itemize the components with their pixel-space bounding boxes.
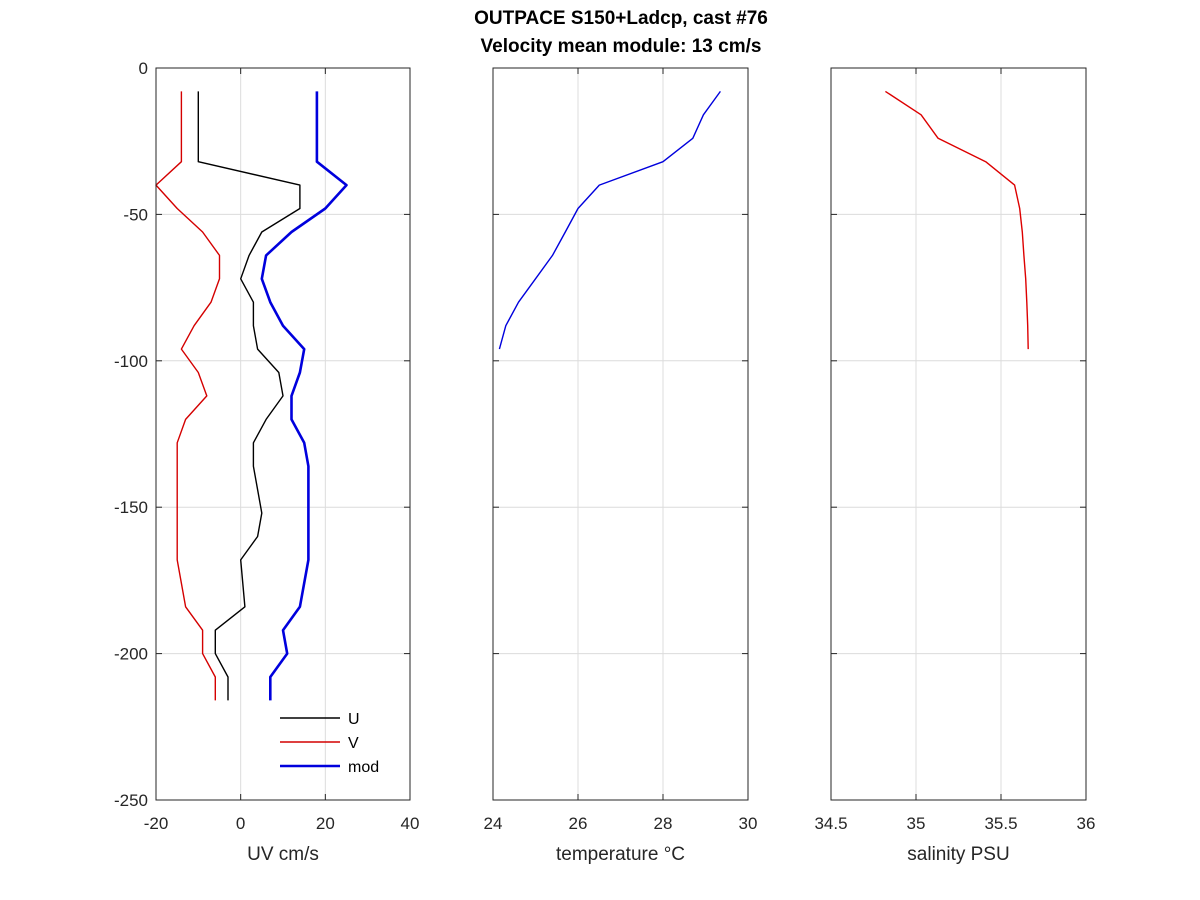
plot-area — [831, 68, 1086, 800]
axes-box — [830, 67, 1087, 801]
y-tick-label: -50 — [123, 205, 148, 224]
series-line-v — [155, 91, 221, 701]
x-tick-label: 26 — [569, 814, 588, 833]
salinity-panel: 34.5 35 35.5 36 salinity PSU — [814, 67, 1096, 865]
x-axis-label: salinity PSU — [907, 844, 1009, 865]
axes-box — [155, 67, 411, 801]
x-tick-label: 30 — [739, 814, 758, 833]
y-tick-label: 0 — [139, 59, 148, 78]
legend-label-v: V — [348, 735, 359, 752]
x-axis-label: temperature °C — [556, 844, 685, 865]
series-line-u — [197, 91, 301, 701]
y-tick-label: -100 — [114, 352, 148, 371]
legend-label-u: U — [348, 711, 360, 728]
legend-label-mod: mod — [348, 759, 379, 776]
x-tick-label: 28 — [654, 814, 673, 833]
x-tick-label: 40 — [401, 814, 420, 833]
series-line-mod — [260, 91, 348, 701]
series-line-salinity — [885, 90, 1029, 350]
x-tick-label: 20 — [316, 814, 335, 833]
plot-area — [493, 68, 748, 800]
y-tick-label: -200 — [114, 645, 148, 664]
y-tick-label: -250 — [114, 791, 148, 810]
x-tick-label: 24 — [484, 814, 503, 833]
plot-area — [156, 68, 410, 800]
chart-subtitle: Velocity mean module: 13 cm/s — [481, 36, 762, 57]
series-line-temperature — [498, 90, 721, 350]
y-tick-label: -150 — [114, 498, 148, 517]
x-tick-label: -20 — [144, 814, 169, 833]
temperature-panel: 24 26 28 30 temperature °C — [484, 67, 758, 865]
x-tick-label: 36 — [1077, 814, 1096, 833]
axes-box — [492, 67, 749, 801]
x-tick-label: 35 — [907, 814, 926, 833]
x-tick-label: 0 — [236, 814, 245, 833]
x-axis-label: UV cm/s — [247, 844, 319, 865]
chart-title: OUTPACE S150+Ladcp, cast #76 — [474, 8, 768, 29]
x-tick-label: 35.5 — [984, 814, 1017, 833]
x-tick-label: 34.5 — [814, 814, 847, 833]
